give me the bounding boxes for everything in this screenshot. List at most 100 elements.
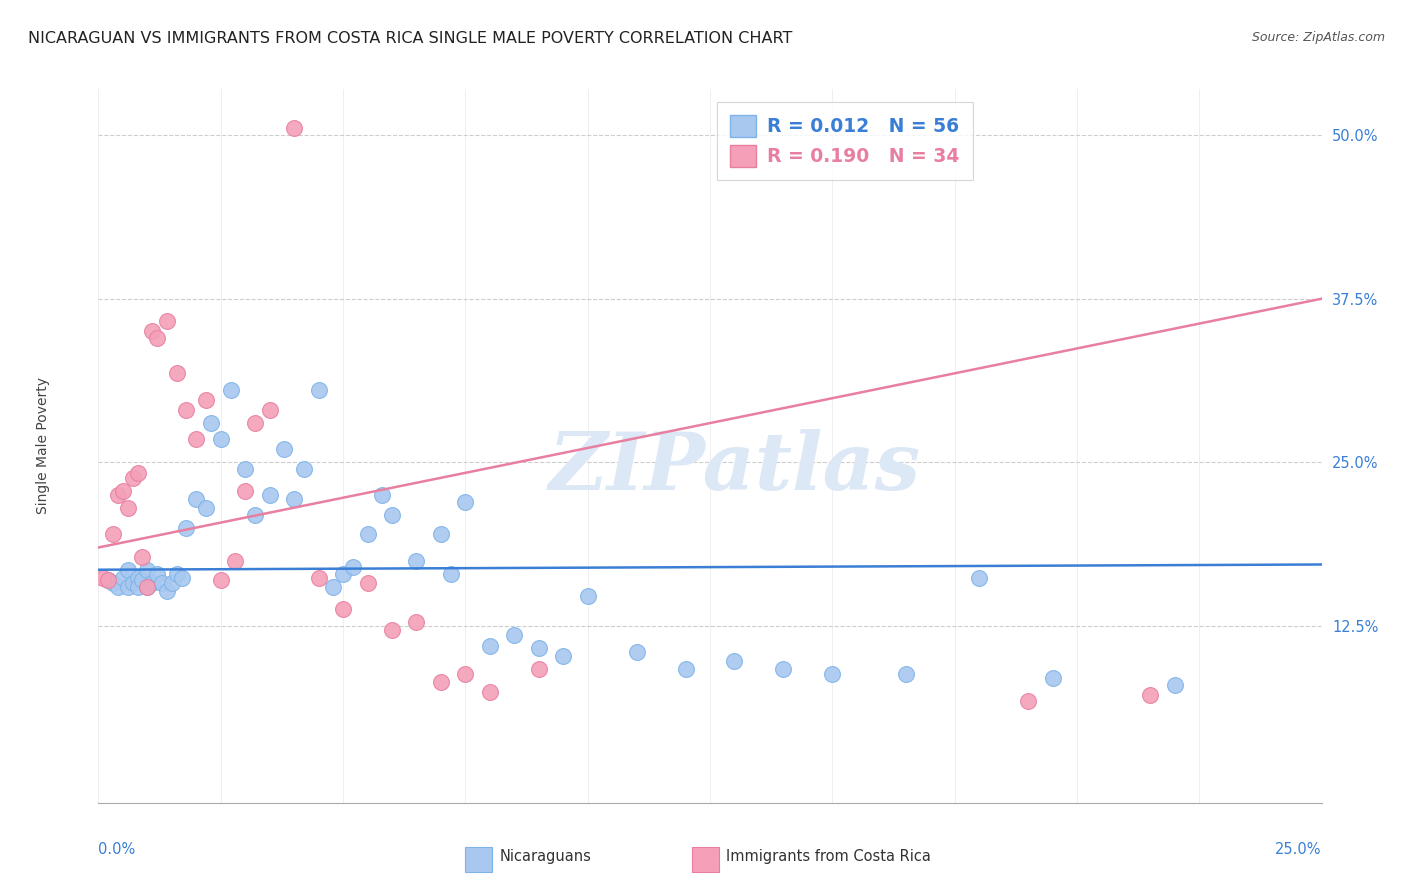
Point xyxy=(107,580,129,594)
Text: Immigrants from Costa Rica: Immigrants from Costa Rica xyxy=(725,849,931,863)
Point xyxy=(1017,694,1039,708)
Point xyxy=(440,566,463,581)
Point xyxy=(107,488,129,502)
Point xyxy=(156,314,179,328)
Point xyxy=(259,403,281,417)
Point xyxy=(332,566,354,581)
Text: 0.0%: 0.0% xyxy=(98,842,135,857)
Point xyxy=(219,384,242,398)
Point xyxy=(186,491,208,506)
Point xyxy=(97,573,120,587)
Point xyxy=(150,575,173,590)
Point xyxy=(723,654,745,668)
Point xyxy=(1139,689,1161,703)
Point xyxy=(292,462,315,476)
Point xyxy=(967,571,990,585)
FancyBboxPatch shape xyxy=(692,847,718,872)
Text: Source: ZipAtlas.com: Source: ZipAtlas.com xyxy=(1251,31,1385,45)
Point xyxy=(186,432,208,446)
Point xyxy=(117,580,139,594)
Point xyxy=(101,527,124,541)
Text: NICARAGUAN VS IMMIGRANTS FROM COSTA RICA SINGLE MALE POVERTY CORRELATION CHART: NICARAGUAN VS IMMIGRANTS FROM COSTA RICA… xyxy=(28,31,793,46)
Point xyxy=(381,623,404,637)
Point xyxy=(117,563,139,577)
FancyBboxPatch shape xyxy=(465,847,492,872)
Point xyxy=(322,580,344,594)
Point xyxy=(160,575,183,590)
Point xyxy=(381,508,404,522)
Point xyxy=(527,641,550,656)
Point xyxy=(91,571,114,585)
Point xyxy=(136,580,159,594)
Point xyxy=(342,560,364,574)
Point xyxy=(121,575,143,590)
Point xyxy=(356,575,378,590)
Point xyxy=(553,649,575,664)
Point xyxy=(127,580,149,594)
Point xyxy=(283,121,305,136)
Point xyxy=(176,521,198,535)
Point xyxy=(405,615,427,629)
Point xyxy=(454,494,477,508)
Point xyxy=(430,527,453,541)
Point xyxy=(127,466,149,480)
Legend: R = 0.012   N = 56, R = 0.190   N = 34: R = 0.012 N = 56, R = 0.190 N = 34 xyxy=(717,103,973,180)
Point xyxy=(478,684,501,698)
Point xyxy=(527,662,550,676)
Point xyxy=(371,488,394,502)
Text: Single Male Poverty: Single Male Poverty xyxy=(37,377,51,515)
Point xyxy=(166,367,188,381)
Point xyxy=(626,645,648,659)
Text: 25.0%: 25.0% xyxy=(1275,842,1322,857)
Point xyxy=(772,662,794,676)
Point xyxy=(478,639,501,653)
Point xyxy=(1164,678,1187,692)
Point xyxy=(454,667,477,681)
Point xyxy=(821,667,844,681)
Point xyxy=(166,566,188,581)
Point xyxy=(273,442,295,457)
Point xyxy=(503,628,526,642)
Point xyxy=(283,491,305,506)
Point xyxy=(209,432,232,446)
Point xyxy=(121,471,143,485)
Point xyxy=(200,416,222,430)
Point xyxy=(233,462,256,476)
Point xyxy=(233,484,256,499)
Point xyxy=(675,662,697,676)
Point xyxy=(430,675,453,690)
Point xyxy=(111,571,134,585)
Point xyxy=(405,553,427,567)
Point xyxy=(101,575,124,590)
Point xyxy=(195,392,218,407)
Point xyxy=(332,602,354,616)
Text: ZIPatlas: ZIPatlas xyxy=(548,429,921,506)
Point xyxy=(136,580,159,594)
Point xyxy=(576,589,599,603)
Point xyxy=(209,573,232,587)
Point xyxy=(308,384,330,398)
Point xyxy=(1042,672,1064,686)
Point xyxy=(259,488,281,502)
Point xyxy=(176,403,198,417)
Point xyxy=(111,484,134,499)
Point xyxy=(117,501,139,516)
Point xyxy=(131,573,153,587)
Point xyxy=(127,571,149,585)
Point xyxy=(195,501,218,516)
Point xyxy=(308,571,330,585)
Text: Nicaraguans: Nicaraguans xyxy=(499,849,592,863)
Point xyxy=(224,553,246,567)
Point xyxy=(146,331,169,345)
Point xyxy=(243,416,266,430)
Point xyxy=(356,527,378,541)
Point xyxy=(97,573,120,587)
Point xyxy=(243,508,266,522)
Point xyxy=(131,549,153,564)
Point xyxy=(170,571,193,585)
Point xyxy=(894,667,917,681)
Point xyxy=(156,583,179,598)
Point xyxy=(146,566,169,581)
Point xyxy=(136,563,159,577)
Point xyxy=(141,575,163,590)
